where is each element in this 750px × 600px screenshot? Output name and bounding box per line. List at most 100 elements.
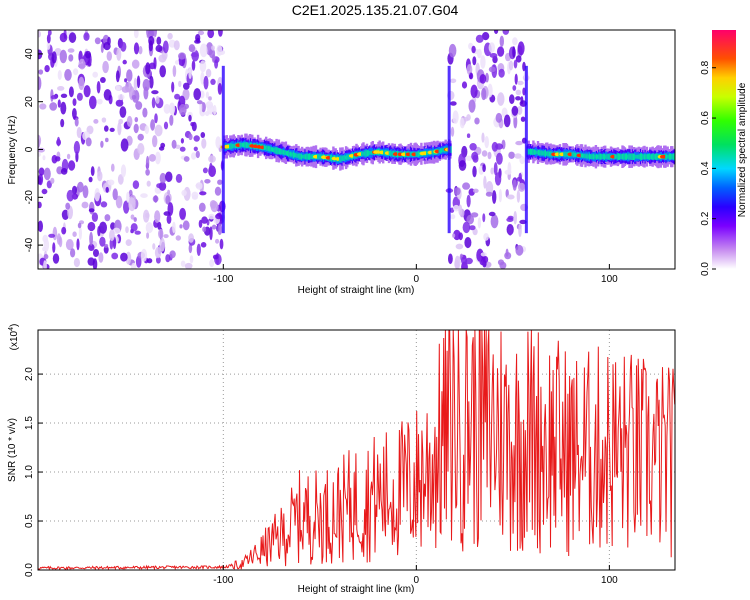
noise-blob: [184, 262, 193, 269]
y-tick-label: -40: [24, 237, 35, 252]
noise-blob: [507, 215, 514, 220]
y-tick-label: 0.0: [24, 563, 35, 577]
noise-blob: [472, 165, 477, 178]
svg-text:(x104): (x104): [8, 324, 20, 351]
colorbar-gradient: [712, 30, 736, 269]
noise-blob: [200, 242, 207, 248]
noise-blob: [463, 116, 469, 122]
noise-blob: [60, 101, 67, 115]
noise-blob: [77, 181, 84, 193]
noise-blob: [73, 140, 80, 155]
noise-blob: [470, 84, 478, 99]
noise-blob: [88, 176, 93, 183]
noise-blob: [179, 224, 183, 229]
noise-blob: [188, 44, 196, 53]
noise-blob: [497, 259, 505, 266]
noise-blob: [492, 190, 497, 204]
noise-blob: [119, 106, 127, 118]
y-tick-label: 0: [24, 146, 35, 152]
noise-blob: [188, 243, 193, 254]
noise-blob: [503, 114, 511, 128]
noise-blob: [193, 135, 200, 142]
noise-blob: [120, 41, 127, 52]
noise-blob: [145, 222, 154, 234]
noise-blob: [152, 195, 159, 203]
noise-blob: [128, 189, 133, 197]
y-tick-label: 0.5: [24, 514, 35, 528]
noise-blob: [123, 200, 130, 214]
noise-blob: [209, 226, 213, 241]
noise-blob: [48, 233, 56, 238]
signal-band: [388, 150, 392, 156]
noise-blob: [148, 36, 155, 46]
noise-blob: [515, 140, 523, 146]
noise-blob: [462, 221, 471, 234]
noise-blob: [144, 125, 149, 135]
noise-blob: [472, 188, 479, 193]
noise-blob: [211, 54, 216, 63]
noise-blob: [102, 60, 109, 74]
snr-multiplier: (x104): [8, 324, 20, 351]
noise-blob: [138, 46, 143, 55]
noise-blob: [43, 254, 49, 260]
noise-blob: [200, 71, 205, 85]
noise-blob: [68, 160, 76, 171]
noise-blob: [90, 166, 95, 177]
noise-blob: [38, 76, 42, 91]
noise-blob: [146, 258, 153, 264]
noise-blob: [454, 255, 461, 269]
noise-blob: [156, 36, 162, 45]
noise-blob: [490, 214, 499, 229]
noise-blob: [99, 221, 107, 234]
noise-blob: [507, 194, 515, 200]
noise-blob: [459, 117, 465, 129]
noise-blob: [89, 231, 93, 246]
noise-blob: [43, 260, 47, 269]
noise-blob: [208, 155, 216, 163]
noise-blob: [461, 81, 468, 89]
noise-blob: [137, 133, 144, 141]
x-tick-label: -100: [213, 274, 233, 285]
noise-blob: [160, 142, 166, 148]
noise-blob: [465, 155, 473, 161]
noise-blob: [466, 133, 471, 138]
noise-blob: [515, 244, 524, 256]
noise-blob: [518, 172, 522, 182]
noise-blob: [162, 40, 169, 54]
noise-blob: [117, 121, 122, 136]
noise-blob: [514, 73, 518, 85]
signal-band: [275, 147, 278, 154]
noise-blob: [179, 146, 186, 152]
edge-spike: [221, 65, 225, 234]
noise-blob: [179, 207, 187, 220]
edge-spike: [447, 65, 451, 234]
noise-blob: [482, 213, 486, 223]
noise-blob: [52, 253, 60, 264]
noise-blob: [205, 68, 212, 78]
noise-blob: [148, 154, 156, 162]
colorbar-tick-label: 0.2: [700, 211, 711, 225]
noise-blob: [100, 77, 106, 83]
noise-blob: [133, 217, 137, 222]
noise-blob: [38, 147, 45, 153]
noise-blob: [475, 34, 484, 43]
noise-blob: [514, 153, 522, 159]
noise-blob: [156, 256, 161, 264]
noise-blob: [201, 102, 206, 113]
colorbar-tick-label: 0.4: [700, 161, 711, 175]
noise-blob: [111, 252, 119, 260]
noise-blob: [219, 238, 224, 250]
noise-blob: [140, 193, 148, 199]
noise-blob: [205, 42, 214, 56]
snr-panel: -100 0 100 0.0 0.5 1.0 1.5 2.0 Height of strai…: [7, 324, 676, 595]
noise-blob: [453, 204, 460, 212]
noise-blob: [513, 211, 517, 225]
noise-blob: [515, 89, 522, 96]
noise-blob: [145, 155, 150, 170]
noise-blob: [59, 32, 68, 43]
noise-blob: [112, 188, 118, 201]
noise-blob: [73, 68, 79, 76]
noise-blob: [214, 59, 219, 69]
noise-blob: [462, 182, 471, 190]
noise-blob: [92, 71, 98, 78]
